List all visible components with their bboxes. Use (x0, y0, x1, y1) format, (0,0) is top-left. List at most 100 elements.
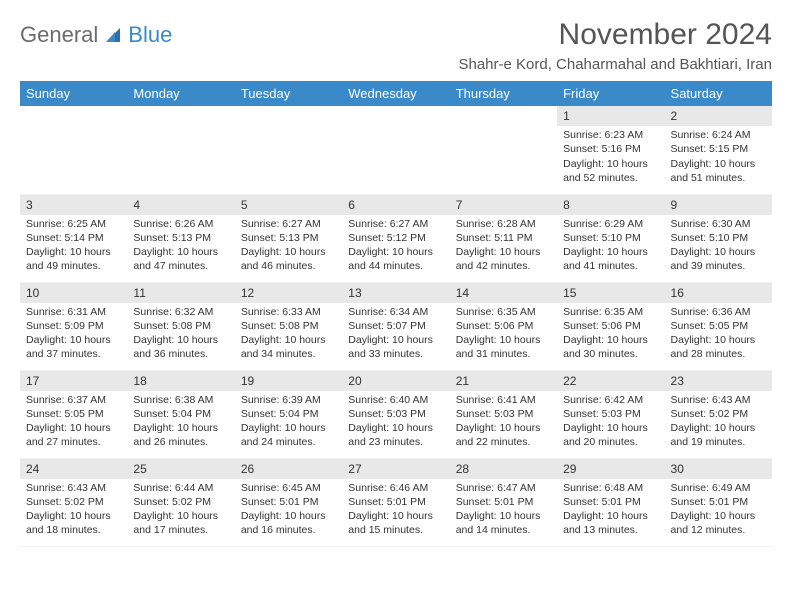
day-details: Sunrise: 6:41 AMSunset: 5:03 PMDaylight:… (450, 391, 557, 454)
daylight-text: Daylight: 10 hours and 19 minutes. (671, 421, 766, 449)
day-details: Sunrise: 6:49 AMSunset: 5:01 PMDaylight:… (665, 479, 772, 542)
day-details: Sunrise: 6:27 AMSunset: 5:13 PMDaylight:… (235, 215, 342, 278)
day-details: Sunrise: 6:25 AMSunset: 5:14 PMDaylight:… (20, 215, 127, 278)
day-number: 7 (450, 195, 557, 215)
col-tuesday: Tuesday (235, 81, 342, 106)
calendar-cell: 25Sunrise: 6:44 AMSunset: 5:02 PMDayligh… (127, 458, 234, 546)
sunrise-text: Sunrise: 6:38 AM (133, 393, 228, 407)
daylight-text: Daylight: 10 hours and 30 minutes. (563, 333, 658, 361)
sunset-text: Sunset: 5:02 PM (26, 495, 121, 509)
calendar-cell: 30Sunrise: 6:49 AMSunset: 5:01 PMDayligh… (665, 458, 772, 546)
calendar-cell: 15Sunrise: 6:35 AMSunset: 5:06 PMDayligh… (557, 282, 664, 370)
day-number: 23 (665, 371, 772, 391)
calendar-cell: 5Sunrise: 6:27 AMSunset: 5:13 PMDaylight… (235, 194, 342, 282)
sunset-text: Sunset: 5:03 PM (348, 407, 443, 421)
day-details: Sunrise: 6:36 AMSunset: 5:05 PMDaylight:… (665, 303, 772, 366)
daylight-text: Daylight: 10 hours and 44 minutes. (348, 245, 443, 273)
sunset-text: Sunset: 5:03 PM (456, 407, 551, 421)
sunrise-text: Sunrise: 6:43 AM (26, 481, 121, 495)
daylight-text: Daylight: 10 hours and 28 minutes. (671, 333, 766, 361)
calendar-cell: 20Sunrise: 6:40 AMSunset: 5:03 PMDayligh… (342, 370, 449, 458)
daylight-text: Daylight: 10 hours and 51 minutes. (671, 157, 766, 185)
col-sunday: Sunday (20, 81, 127, 106)
daylight-text: Daylight: 10 hours and 12 minutes. (671, 509, 766, 537)
sunset-text: Sunset: 5:08 PM (133, 319, 228, 333)
calendar-cell: 6Sunrise: 6:27 AMSunset: 5:12 PMDaylight… (342, 194, 449, 282)
sunset-text: Sunset: 5:05 PM (671, 319, 766, 333)
calendar-cell: 24Sunrise: 6:43 AMSunset: 5:02 PMDayligh… (20, 458, 127, 546)
day-number: 21 (450, 371, 557, 391)
sunrise-text: Sunrise: 6:39 AM (241, 393, 336, 407)
daylight-text: Daylight: 10 hours and 46 minutes. (241, 245, 336, 273)
calendar-row: 24Sunrise: 6:43 AMSunset: 5:02 PMDayligh… (20, 458, 772, 546)
day-number: 16 (665, 283, 772, 303)
day-number: 4 (127, 195, 234, 215)
calendar-cell: 4Sunrise: 6:26 AMSunset: 5:13 PMDaylight… (127, 194, 234, 282)
daylight-text: Daylight: 10 hours and 39 minutes. (671, 245, 766, 273)
day-details: Sunrise: 6:33 AMSunset: 5:08 PMDaylight:… (235, 303, 342, 366)
calendar-cell: 21Sunrise: 6:41 AMSunset: 5:03 PMDayligh… (450, 370, 557, 458)
sunset-text: Sunset: 5:03 PM (563, 407, 658, 421)
sunset-text: Sunset: 5:05 PM (26, 407, 121, 421)
sunset-text: Sunset: 5:15 PM (671, 142, 766, 156)
day-number: 13 (342, 283, 449, 303)
sunset-text: Sunset: 5:12 PM (348, 231, 443, 245)
calendar-cell: 12Sunrise: 6:33 AMSunset: 5:08 PMDayligh… (235, 282, 342, 370)
day-details: Sunrise: 6:30 AMSunset: 5:10 PMDaylight:… (665, 215, 772, 278)
daylight-text: Daylight: 10 hours and 24 minutes. (241, 421, 336, 449)
day-number: 22 (557, 371, 664, 391)
sunset-text: Sunset: 5:07 PM (348, 319, 443, 333)
sunset-text: Sunset: 5:11 PM (456, 231, 551, 245)
calendar-table: Sunday Monday Tuesday Wednesday Thursday… (20, 81, 772, 547)
weekday-header-row: Sunday Monday Tuesday Wednesday Thursday… (20, 81, 772, 106)
calendar-cell (235, 106, 342, 194)
day-details: Sunrise: 6:38 AMSunset: 5:04 PMDaylight:… (127, 391, 234, 454)
calendar-cell: 28Sunrise: 6:47 AMSunset: 5:01 PMDayligh… (450, 458, 557, 546)
calendar-row: 10Sunrise: 6:31 AMSunset: 5:09 PMDayligh… (20, 282, 772, 370)
sunrise-text: Sunrise: 6:31 AM (26, 305, 121, 319)
daylight-text: Daylight: 10 hours and 18 minutes. (26, 509, 121, 537)
sunrise-text: Sunrise: 6:35 AM (563, 305, 658, 319)
calendar-body: 1Sunrise: 6:23 AMSunset: 5:16 PMDaylight… (20, 106, 772, 546)
sunrise-text: Sunrise: 6:23 AM (563, 128, 658, 142)
daylight-text: Daylight: 10 hours and 13 minutes. (563, 509, 658, 537)
sunrise-text: Sunrise: 6:24 AM (671, 128, 766, 142)
sunset-text: Sunset: 5:06 PM (456, 319, 551, 333)
day-number: 27 (342, 459, 449, 479)
sunrise-text: Sunrise: 6:48 AM (563, 481, 658, 495)
sunset-text: Sunset: 5:01 PM (241, 495, 336, 509)
sunset-text: Sunset: 5:01 PM (456, 495, 551, 509)
calendar-row: 1Sunrise: 6:23 AMSunset: 5:16 PMDaylight… (20, 106, 772, 194)
day-details: Sunrise: 6:39 AMSunset: 5:04 PMDaylight:… (235, 391, 342, 454)
calendar-cell (20, 106, 127, 194)
daylight-text: Daylight: 10 hours and 22 minutes. (456, 421, 551, 449)
calendar-cell: 13Sunrise: 6:34 AMSunset: 5:07 PMDayligh… (342, 282, 449, 370)
sunset-text: Sunset: 5:10 PM (563, 231, 658, 245)
daylight-text: Daylight: 10 hours and 15 minutes. (348, 509, 443, 537)
day-number: 18 (127, 371, 234, 391)
calendar-cell: 11Sunrise: 6:32 AMSunset: 5:08 PMDayligh… (127, 282, 234, 370)
daylight-text: Daylight: 10 hours and 17 minutes. (133, 509, 228, 537)
page-title: November 2024 (458, 18, 772, 52)
calendar-row: 17Sunrise: 6:37 AMSunset: 5:05 PMDayligh… (20, 370, 772, 458)
calendar-cell (450, 106, 557, 194)
day-number: 9 (665, 195, 772, 215)
logo-text-2: Blue (128, 22, 172, 48)
calendar-cell: 17Sunrise: 6:37 AMSunset: 5:05 PMDayligh… (20, 370, 127, 458)
sunrise-text: Sunrise: 6:47 AM (456, 481, 551, 495)
day-number: 17 (20, 371, 127, 391)
logo-text-1: General (20, 22, 98, 48)
calendar-cell: 18Sunrise: 6:38 AMSunset: 5:04 PMDayligh… (127, 370, 234, 458)
calendar-cell: 27Sunrise: 6:46 AMSunset: 5:01 PMDayligh… (342, 458, 449, 546)
day-number: 5 (235, 195, 342, 215)
daylight-text: Daylight: 10 hours and 27 minutes. (26, 421, 121, 449)
daylight-text: Daylight: 10 hours and 34 minutes. (241, 333, 336, 361)
header: General Blue November 2024 Shahr-e Kord,… (20, 18, 772, 73)
sunrise-text: Sunrise: 6:40 AM (348, 393, 443, 407)
daylight-text: Daylight: 10 hours and 41 minutes. (563, 245, 658, 273)
calendar-cell: 10Sunrise: 6:31 AMSunset: 5:09 PMDayligh… (20, 282, 127, 370)
day-details: Sunrise: 6:34 AMSunset: 5:07 PMDaylight:… (342, 303, 449, 366)
sunset-text: Sunset: 5:04 PM (133, 407, 228, 421)
col-saturday: Saturday (665, 81, 772, 106)
sunset-text: Sunset: 5:06 PM (563, 319, 658, 333)
